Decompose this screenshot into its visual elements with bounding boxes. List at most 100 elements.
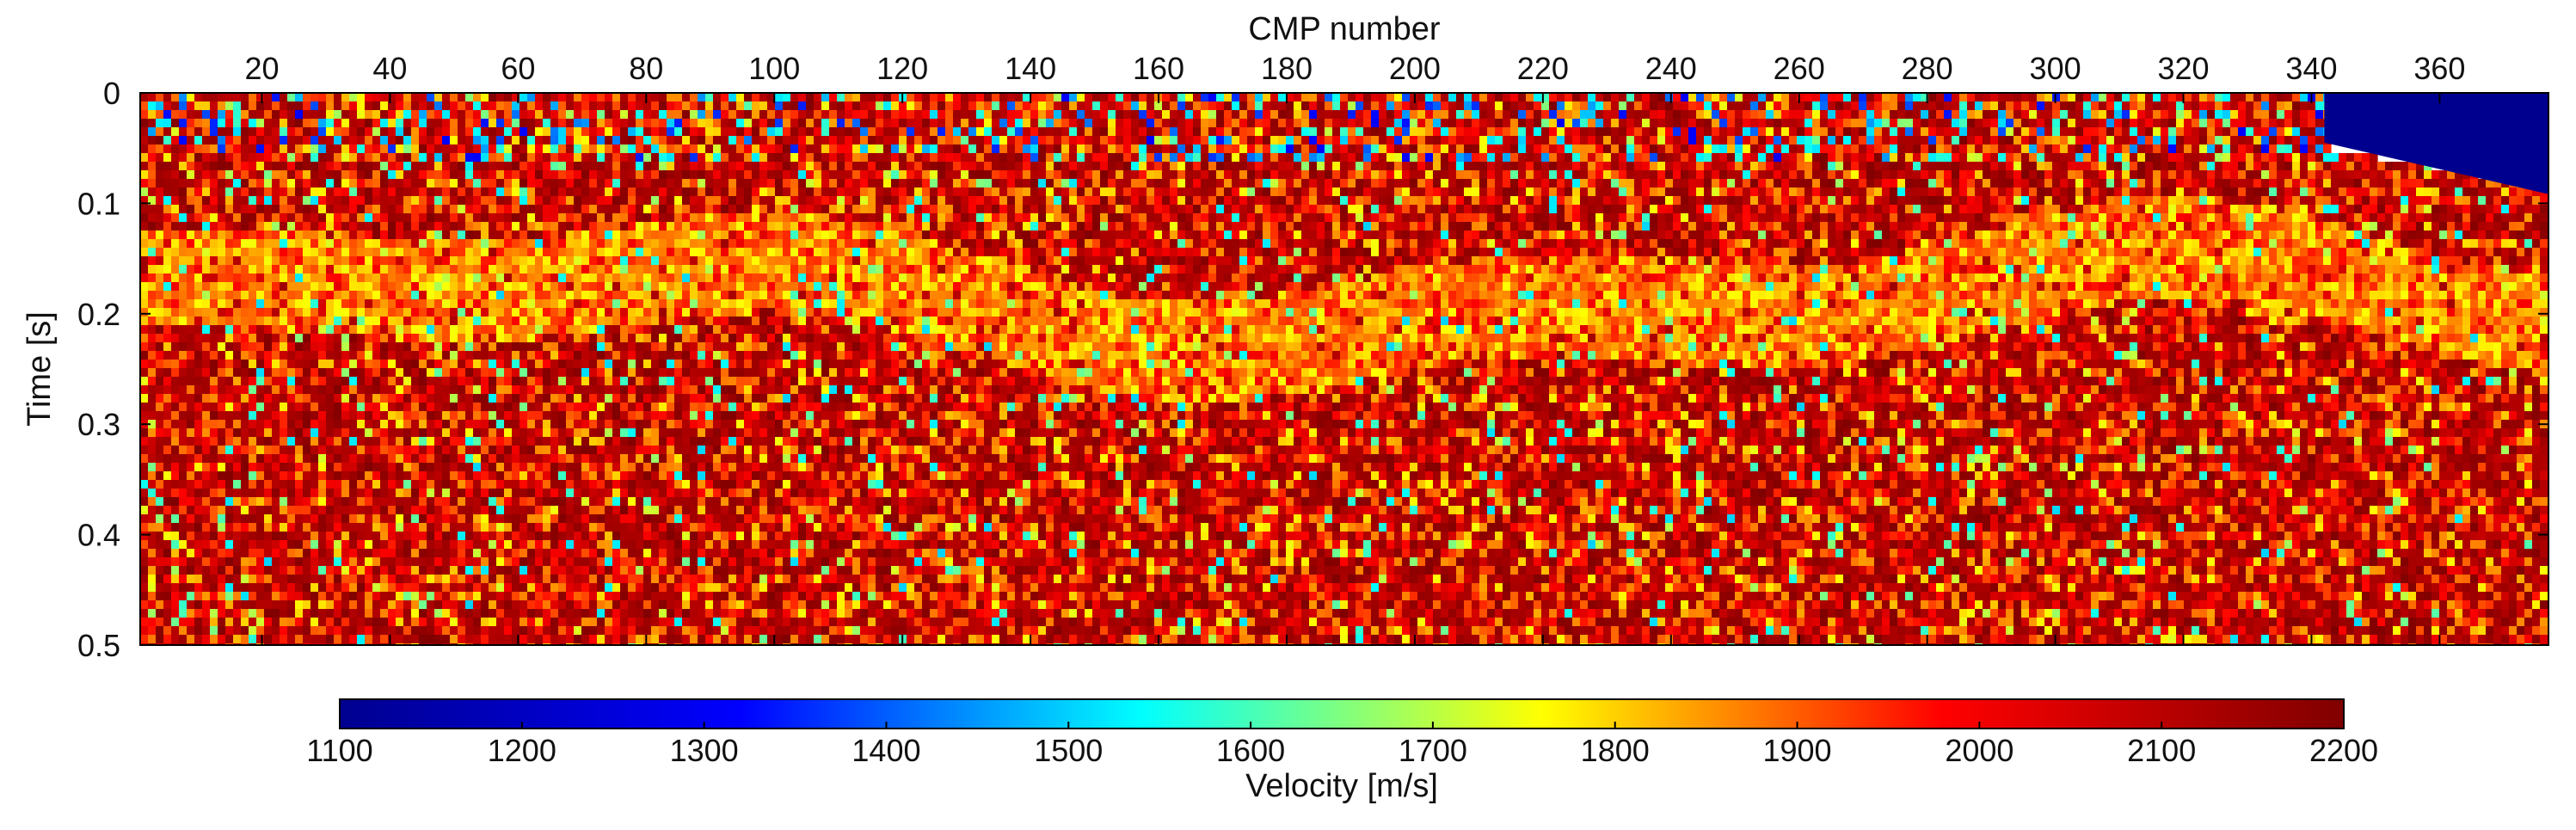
- heatmap-cell: [1967, 93, 1976, 102]
- heatmap-cell: [2083, 110, 2092, 120]
- heatmap-cell: [674, 110, 683, 120]
- heatmap-cell: [2308, 170, 2316, 180]
- heatmap-cell: [1712, 93, 1720, 102]
- heatmap-cell: [589, 213, 598, 223]
- heatmap-cell: [1363, 213, 1372, 223]
- heatmap-cell: [1309, 205, 1318, 214]
- heatmap-cell: [713, 93, 722, 102]
- heatmap-cell: [1185, 188, 1194, 197]
- heatmap-cell: [1603, 188, 1612, 197]
- heatmap-cell: [1356, 93, 1364, 102]
- heatmap-cell: [1433, 179, 1442, 188]
- heatmap-cell: [2393, 170, 2401, 180]
- heatmap-cell: [2006, 93, 2014, 102]
- heatmap-cell: [628, 93, 636, 102]
- heatmap-cell: [2091, 196, 2100, 206]
- heatmap-cell: [450, 222, 458, 231]
- heatmap-cell: [334, 196, 342, 206]
- heatmap-cell: [883, 179, 892, 188]
- heatmap-cell: [682, 222, 691, 231]
- heatmap-cell: [2300, 196, 2309, 206]
- heatmap-cell: [256, 231, 265, 240]
- heatmap-cell: [1294, 136, 1302, 145]
- heatmap-cell: [2540, 213, 2548, 223]
- heatmap-cell: [1116, 162, 1124, 171]
- heatmap-cell: [698, 110, 706, 120]
- heatmap-cell: [1983, 119, 1991, 128]
- heatmap-cell: [1170, 179, 1178, 188]
- heatmap-cell: [256, 136, 265, 145]
- heatmap-cell: [2277, 144, 2285, 154]
- heatmap-cell: [1789, 170, 1798, 180]
- heatmap-cell: [2176, 127, 2185, 137]
- heatmap-cell: [388, 119, 397, 128]
- heatmap-cell: [1626, 93, 1635, 102]
- heatmap-cell: [1077, 179, 1085, 188]
- heatmap-cell: [1054, 110, 1062, 120]
- heatmap-cell: [1131, 101, 1140, 111]
- heatmap-cell: [814, 231, 822, 240]
- heatmap-cell: [2292, 153, 2301, 163]
- heatmap-cell: [690, 170, 698, 180]
- heatmap-cell: [1503, 162, 1511, 171]
- heatmap-cell: [1363, 153, 1372, 163]
- heatmap-cell: [705, 162, 714, 171]
- heatmap-cell: [2099, 144, 2107, 154]
- heatmap-cell: [667, 188, 675, 197]
- heatmap-cell: [171, 101, 180, 111]
- heatmap-cell: [2315, 170, 2324, 180]
- heatmap-cell: [643, 205, 652, 214]
- heatmap-cell: [1657, 119, 1666, 128]
- heatmap-cell: [1704, 153, 1712, 163]
- heatmap-cell: [1688, 110, 1697, 120]
- heatmap-cell: [566, 213, 575, 223]
- heatmap-cell: [876, 222, 884, 231]
- heatmap-cell: [1936, 188, 1945, 197]
- heatmap-cell: [1944, 127, 1952, 137]
- heatmap-cell: [2238, 222, 2247, 231]
- heatmap-cell: [1921, 179, 1929, 188]
- heatmap-cell: [1294, 162, 1302, 171]
- heatmap-cell: [643, 101, 652, 111]
- heatmap-cell: [930, 110, 938, 120]
- heatmap-cell: [1410, 222, 1418, 231]
- heatmap-cell: [992, 231, 1000, 240]
- heatmap-cell: [442, 162, 451, 171]
- heatmap-cell: [1201, 101, 1209, 111]
- heatmap-cell: [837, 119, 845, 128]
- heatmap-cell: [1255, 188, 1263, 197]
- heatmap-cell: [1177, 101, 1186, 111]
- heatmap-cell: [2408, 196, 2417, 206]
- heatmap-cell: [427, 213, 435, 223]
- heatmap-cell: [589, 119, 598, 128]
- heatmap-cell: [303, 136, 311, 145]
- heatmap-cell: [1069, 93, 1078, 102]
- heatmap-cell: [2346, 170, 2355, 180]
- heatmap-cell: [2091, 136, 2100, 145]
- heatmap-cell: [1015, 144, 1024, 154]
- heatmap-cell: [1054, 231, 1062, 240]
- heatmap-cell: [1959, 162, 1968, 171]
- heatmap-cell: [396, 196, 404, 206]
- heatmap-cell: [713, 231, 722, 240]
- heatmap-cell: [1154, 179, 1163, 188]
- heatmap-cell: [496, 110, 505, 120]
- heatmap-cell: [1232, 222, 1240, 231]
- heatmap-cell: [2130, 153, 2138, 163]
- heatmap-cell: [2339, 196, 2347, 206]
- heatmap-cell: [558, 179, 567, 188]
- heatmap-cell: [388, 153, 397, 163]
- heatmap-cell: [2501, 222, 2510, 231]
- heatmap-cell: [303, 196, 311, 206]
- heatmap-cell: [736, 119, 745, 128]
- heatmap-cell: [1263, 213, 1271, 223]
- heatmap-cell: [280, 127, 288, 137]
- heatmap-cell: [612, 101, 621, 111]
- heatmap-cell: [357, 179, 366, 188]
- heatmap-cell: [341, 127, 350, 137]
- heatmap-cell: [1510, 110, 1519, 120]
- heatmap-cell: [1998, 119, 2007, 128]
- heatmap-cell: [1464, 179, 1472, 188]
- heatmap-cell: [643, 93, 652, 102]
- heatmap-cell: [2346, 162, 2355, 171]
